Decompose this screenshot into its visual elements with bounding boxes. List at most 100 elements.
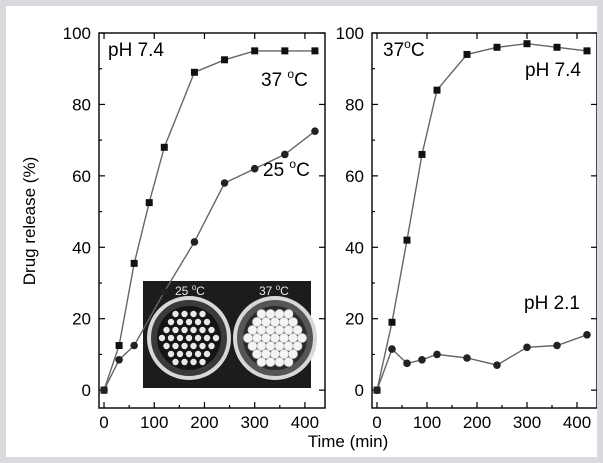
data-point-square [463, 50, 471, 58]
data-point-circle [463, 354, 471, 362]
bead [181, 358, 188, 366]
right-series-ph74-markers [373, 40, 591, 394]
data-point-circle [403, 359, 411, 368]
bead [270, 349, 280, 359]
data-point-square [221, 56, 229, 64]
bead [172, 358, 179, 366]
bead [265, 309, 276, 319]
bead [203, 334, 211, 342]
bead [288, 349, 298, 359]
data-point-square [403, 236, 411, 244]
data-point-circle [583, 330, 591, 339]
right-series-ph74-line [376, 42, 588, 391]
bead [288, 333, 298, 343]
left-panel: 0 100 200 300 400 0 20 40 60 80 100 25 oC 37 oC pH… [20, 24, 326, 432]
bead [292, 341, 303, 351]
bead [203, 318, 211, 326]
y-tick-label: 80 [72, 95, 91, 114]
bead [190, 310, 197, 318]
left-annotation-ph: pH 7.4 [108, 40, 164, 61]
x-tick-label: 400 [291, 413, 319, 432]
y-tick-label: 40 [345, 238, 364, 257]
bead [288, 317, 298, 327]
x-tick-label: 0 [372, 413, 381, 432]
y-tick-label: 60 [345, 167, 364, 186]
bead [279, 317, 289, 327]
bead [194, 334, 202, 342]
x-tick-label: 300 [241, 413, 269, 432]
bead [185, 350, 193, 358]
data-point-circle [493, 361, 501, 369]
data-point-square [115, 342, 123, 349]
data-point-square [433, 86, 441, 94]
x-axis-title: Time (min) [308, 432, 389, 451]
right-label-ph21: pH 2.1 [524, 293, 580, 314]
data-point-circle [281, 150, 289, 159]
beads-25c [158, 310, 220, 366]
left-label-25c: 25 oC [263, 157, 310, 181]
right-series-ph21-line [376, 334, 588, 391]
x-tick-label: 0 [99, 413, 108, 432]
bead [256, 309, 267, 319]
y-tick-label: 100 [336, 24, 364, 43]
data-point-circle [100, 386, 108, 394]
bead [194, 318, 202, 326]
y-tick-label: 20 [72, 310, 91, 329]
y-tick-label: 60 [72, 167, 91, 186]
left-plot-frame [98, 32, 326, 409]
data-point-square [160, 143, 168, 151]
bead [190, 358, 197, 366]
bead [283, 341, 294, 351]
data-point-circle [388, 345, 396, 353]
bead [274, 357, 285, 367]
data-point-square [251, 47, 259, 55]
bead [208, 326, 215, 334]
inset-label-25c: 25 oC [175, 283, 205, 298]
bead [274, 325, 285, 335]
data-point-square [281, 47, 289, 55]
data-point-circle [553, 341, 561, 350]
bead [265, 357, 276, 367]
bead [279, 333, 289, 343]
y-tick-label: 20 [345, 310, 364, 329]
bead [252, 333, 262, 343]
bead [256, 325, 267, 335]
bead [176, 318, 184, 326]
bead [199, 326, 206, 334]
bead [190, 342, 197, 350]
data-point-circle [190, 238, 199, 246]
bead [158, 334, 166, 342]
left-label-37c: 37 oC [261, 67, 308, 91]
data-point-circle [523, 343, 531, 352]
bead [252, 349, 262, 359]
data-point-square [418, 150, 426, 158]
bead [167, 334, 175, 342]
data-point-circle [373, 386, 381, 394]
bead [212, 334, 220, 342]
data-point-square [145, 199, 153, 207]
bead [185, 318, 193, 326]
y-axis-title: Drug release (%) [20, 157, 39, 286]
bead [274, 341, 285, 351]
x-tick-label: 400 [563, 413, 591, 432]
y-tick-label: 40 [72, 238, 91, 257]
y-tick-label: 0 [355, 381, 364, 400]
x-tick-label: 200 [190, 413, 218, 432]
bead [199, 342, 206, 350]
data-point-circle [160, 288, 169, 296]
bead [172, 326, 179, 334]
bead [190, 326, 197, 334]
bead [261, 333, 271, 343]
bead [292, 325, 303, 335]
inset-label-37c: 37 oC [259, 283, 289, 298]
bead [283, 309, 294, 319]
y-tick-label: 0 [82, 381, 91, 400]
bead [247, 341, 258, 351]
bead [194, 350, 202, 358]
bead [163, 342, 170, 350]
bead [181, 342, 188, 350]
bead [247, 325, 258, 335]
data-point-square [493, 43, 501, 51]
data-point-square [311, 47, 319, 55]
